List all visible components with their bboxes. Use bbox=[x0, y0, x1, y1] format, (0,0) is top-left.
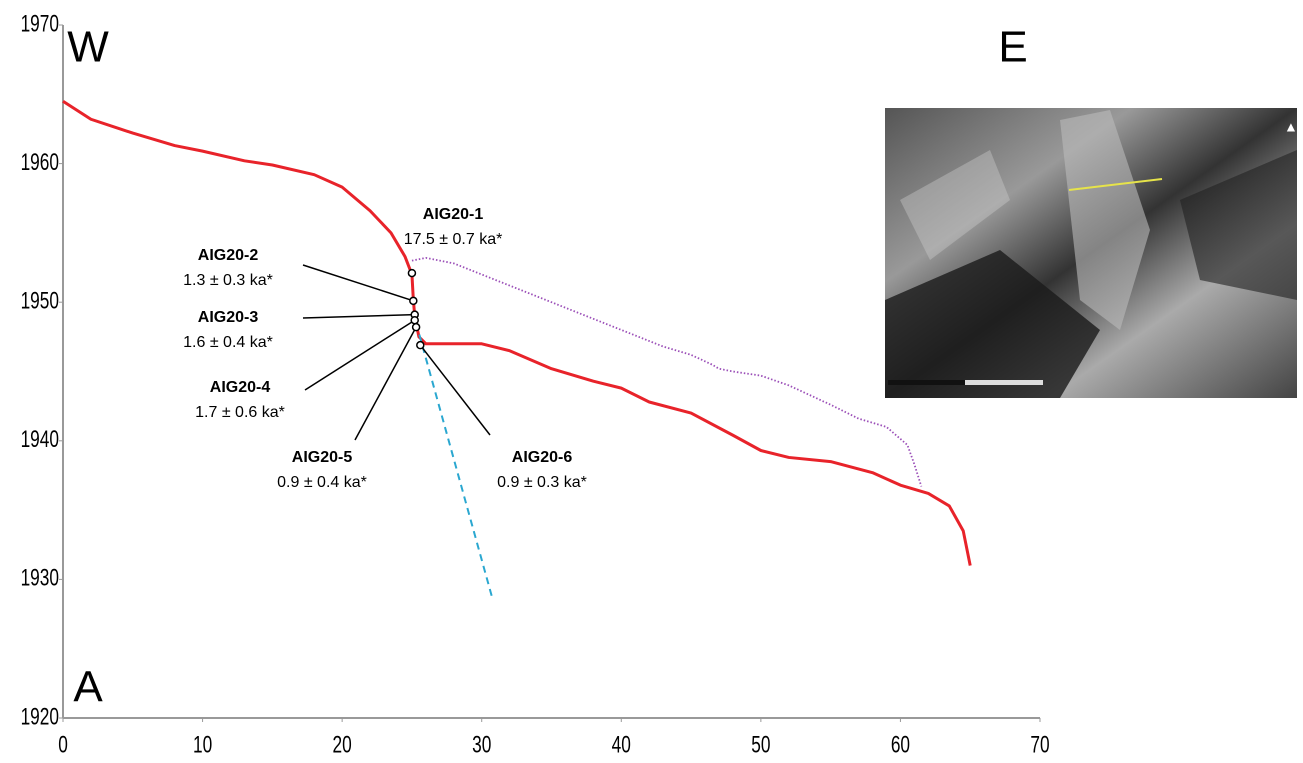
x-tick-label: 10 bbox=[193, 732, 212, 758]
sample-age: 0.9 ± 0.4 ka* bbox=[277, 474, 367, 491]
y-tick-label: 1940 bbox=[21, 426, 59, 452]
sample-label: AIG20-5 bbox=[292, 449, 353, 466]
sample-point bbox=[407, 268, 417, 278]
sample-label: AIG20-4 bbox=[210, 379, 271, 396]
y-tick-label: 1920 bbox=[21, 704, 59, 730]
annotation: E bbox=[998, 23, 1027, 72]
sample-label: AIG20-2 bbox=[198, 247, 259, 264]
profile-line bbox=[62, 99, 972, 566]
leader-line bbox=[419, 344, 491, 436]
profile-line bbox=[415, 322, 494, 601]
sample-point bbox=[416, 340, 425, 350]
profile-line bbox=[411, 256, 923, 487]
sample-age: 1.3 ± 0.3 ka* bbox=[183, 272, 273, 289]
leader-line bbox=[354, 326, 417, 441]
sample-age: 1.7 ± 0.6 ka* bbox=[195, 404, 285, 421]
svg-text:▲: ▲ bbox=[1284, 119, 1298, 135]
x-tick-label: 30 bbox=[472, 732, 491, 758]
x-tick-label: 50 bbox=[751, 732, 770, 758]
leader-line bbox=[304, 319, 416, 391]
sample-label: AIG20-3 bbox=[198, 309, 259, 326]
sample-point bbox=[409, 296, 418, 306]
y-tick-label: 1960 bbox=[21, 149, 59, 175]
sample-label: AIG20-6 bbox=[512, 449, 573, 466]
x-tick-label: 20 bbox=[333, 732, 352, 758]
sample-age: 0.9 ± 0.3 ka* bbox=[497, 474, 587, 491]
x-tick-label: 70 bbox=[1030, 732, 1049, 758]
y-tick-label: 1970 bbox=[21, 11, 59, 37]
inset-map: ▲ bbox=[885, 108, 1298, 398]
leader-line bbox=[302, 313, 415, 319]
y-tick-label: 1950 bbox=[21, 288, 59, 314]
x-tick-label: 60 bbox=[891, 732, 910, 758]
sample-age: 17.5 ± 0.7 ka* bbox=[404, 231, 503, 248]
x-tick-label: 0 bbox=[58, 732, 68, 758]
x-tick-label: 40 bbox=[612, 732, 631, 758]
sample-point bbox=[410, 315, 419, 325]
sample-label: AIG20-1 bbox=[423, 206, 484, 223]
annotation: W bbox=[67, 23, 109, 72]
sample-point bbox=[411, 322, 421, 332]
leader-line bbox=[302, 264, 414, 302]
annotation: A bbox=[73, 663, 103, 712]
y-tick-label: 1930 bbox=[21, 565, 59, 591]
sample-age: 1.6 ± 0.4 ka* bbox=[183, 334, 273, 351]
